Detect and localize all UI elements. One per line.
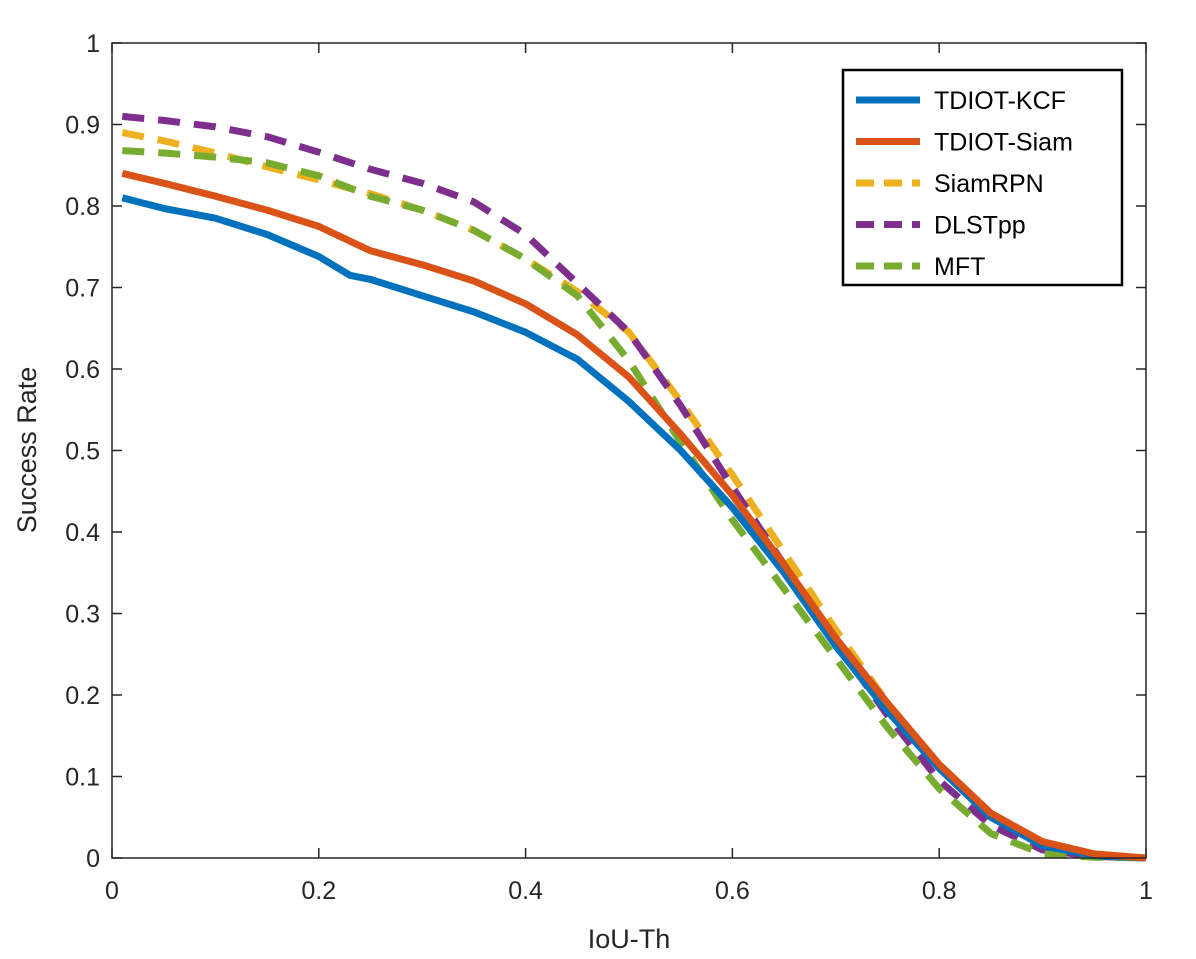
legend-label-mft: MFT (934, 253, 985, 281)
x-tick-labels: 0 0.2 0.4 0.6 0.8 1 (105, 877, 1153, 905)
y-tick-label: 0.9 (65, 112, 100, 140)
x-tick-label: 0 (105, 877, 119, 905)
x-tick-label: 0.2 (301, 877, 336, 905)
x-axis-title: IoU-Th (588, 924, 671, 954)
y-axis-title: Success Rate (12, 367, 42, 534)
x-tick-label: 1 (1139, 877, 1153, 905)
y-tick-label: 1 (86, 30, 100, 58)
series-line-mft (122, 147, 1147, 862)
y-tick-label: 0.1 (65, 764, 100, 792)
legend-box (841, 68, 1124, 287)
y-tick-label: 0.8 (65, 193, 100, 221)
legend-label-dlstpp: DLSTpp (934, 212, 1026, 240)
series-lines (121, 112, 1147, 862)
y-tick-label: 0 (86, 845, 100, 873)
y-tick-label: 0.7 (65, 275, 100, 303)
plot-frame (111, 42, 1147, 859)
y-tick-label: 0.5 (65, 438, 100, 466)
x-tick-label: 0.8 (922, 877, 957, 905)
legend-label-tdiot-siam: TDIOT-Siam (934, 129, 1073, 157)
y-tick-label: 0.6 (65, 356, 100, 384)
x-tick-label: 0.4 (508, 877, 543, 905)
y-tick-label: 0.2 (65, 682, 100, 710)
x-tick-label: 0.6 (715, 877, 750, 905)
legend: TDIOT-KCF TDIOT-Siam SiamRPN DLSTpp MFT (841, 68, 1124, 287)
legend-items: TDIOT-KCF TDIOT-Siam SiamRPN DLSTpp MFT (856, 87, 1073, 281)
legend-label-tdiot-kcf: TDIOT-KCF (934, 87, 1066, 115)
legend-label-siamrpn: SiamRPN (934, 170, 1044, 198)
series-line-dlstpp (121, 112, 1147, 862)
y-tick-labels: 0 0.1 0.2 0.3 0.4 0.5 0.6 0.7 0.8 0.9 1 (65, 30, 100, 873)
y-tick-label: 0.3 (65, 601, 100, 629)
y-tick-label: 0.4 (65, 519, 100, 547)
series-line-tdiot-siam (121, 169, 1147, 862)
